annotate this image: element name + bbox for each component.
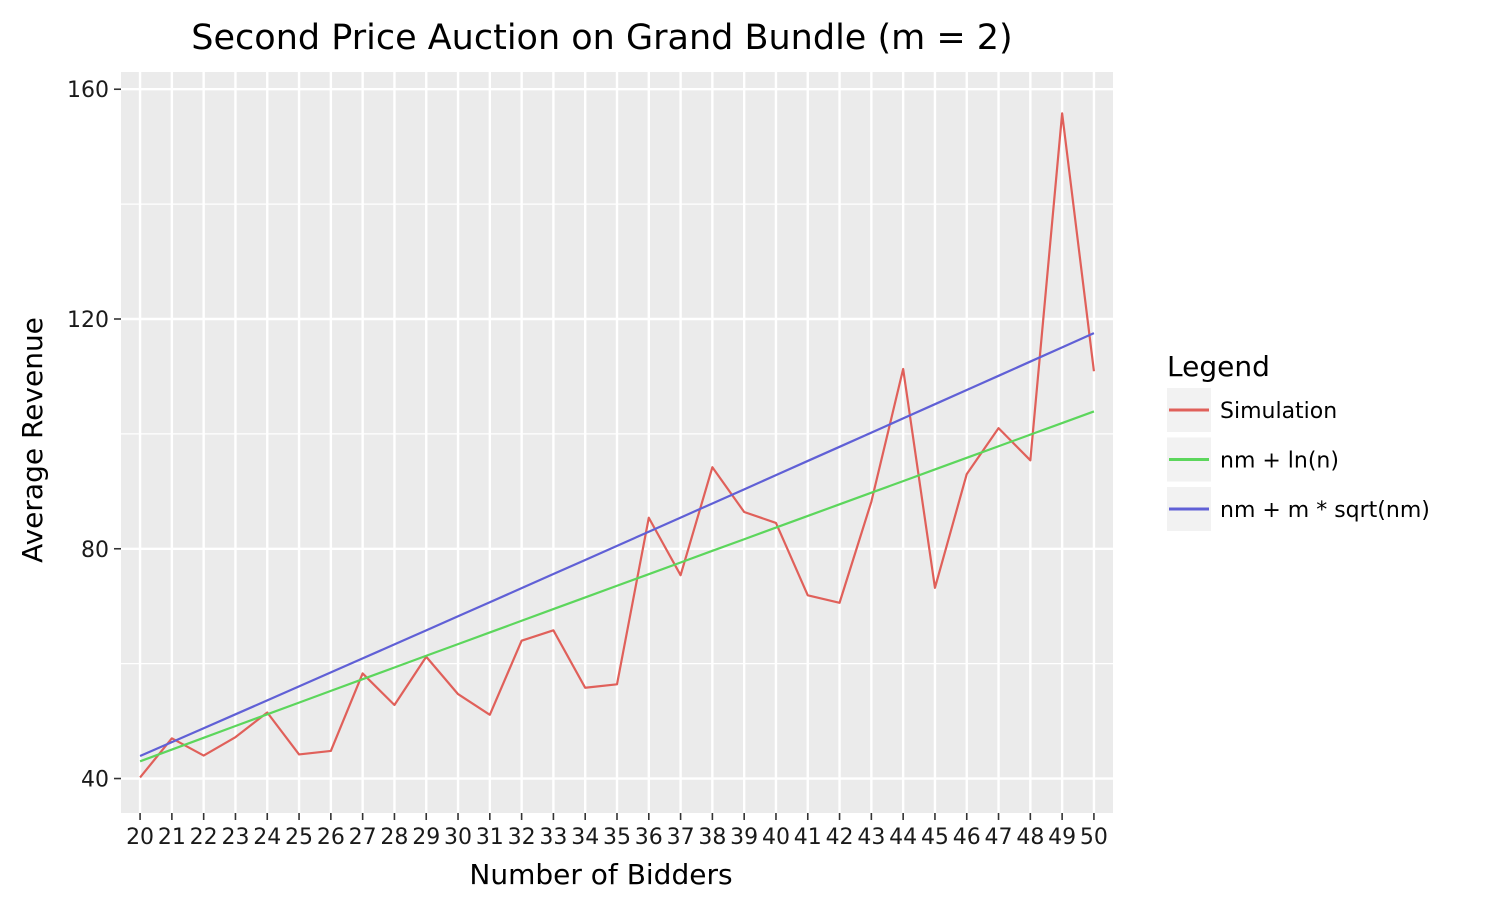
x-tick-label: 22 (190, 825, 218, 850)
series-line-1 (139, 410, 1095, 763)
x-tick-label: 50 (1080, 825, 1108, 850)
x-tick-label: 35 (603, 825, 631, 850)
legend-label: nm + m * sqrt(nm) (1220, 498, 1430, 523)
legend-label: nm + ln(n) (1220, 449, 1339, 474)
x-tick-label: 40 (762, 825, 790, 850)
x-tick-label: 28 (380, 825, 408, 850)
series-layer (139, 112, 1096, 779)
x-tick-label: 24 (253, 825, 281, 850)
y-tick-label: 40 (81, 768, 109, 793)
series-line-2 (139, 332, 1095, 758)
y-axis-title: Average Revenue (16, 317, 49, 563)
y-tick-label: 80 (81, 538, 109, 563)
grid-lines (121, 72, 1113, 813)
x-tick-label: 32 (508, 825, 536, 850)
x-tick-label: 34 (571, 825, 599, 850)
x-tick-label: 48 (1016, 825, 1044, 850)
x-axis: 20 21 22 23 24 25 26 27 28 29 30 31 32 33 34 35 36 37 38 39… (126, 813, 1108, 850)
x-tick-label: 45 (921, 825, 949, 850)
y-tick-label: 160 (67, 78, 109, 103)
x-tick-label: 38 (698, 825, 726, 850)
x-tick-label: 36 (635, 825, 663, 850)
x-tick-label: 44 (889, 825, 917, 850)
x-tick-label: 39 (730, 825, 758, 850)
x-tick-label: 41 (794, 825, 822, 850)
legend-label: Simulation (1220, 399, 1337, 424)
series-line-0 (139, 112, 1096, 779)
x-tick-label: 49 (1048, 825, 1076, 850)
x-tick-label: 33 (539, 825, 567, 850)
x-tick-label: 30 (444, 825, 472, 850)
x-tick-label: 43 (857, 825, 885, 850)
x-tick-label: 27 (349, 825, 377, 850)
legend: Legend Simulation nm + ln(n) nm + m * sqrt… (1167, 350, 1430, 531)
x-tick-label: 29 (412, 825, 440, 850)
x-tick-label: 42 (826, 825, 854, 850)
x-axis-title: Number of Bidders (469, 858, 732, 891)
x-tick-label: 25 (285, 825, 313, 850)
x-tick-label: 46 (953, 825, 981, 850)
x-tick-label: 21 (158, 825, 186, 850)
y-tick-label: 120 (67, 308, 109, 333)
y-axis: 40 80 120 160 (67, 78, 121, 793)
chart-title: Second Price Auction on Grand Bundle (m … (191, 18, 1012, 58)
x-tick-label: 20 (126, 825, 154, 850)
x-tick-label: 37 (667, 825, 695, 850)
x-tick-label: 31 (476, 825, 504, 850)
x-tick-label: 47 (985, 825, 1013, 850)
legend-title: Legend (1167, 350, 1270, 383)
x-tick-label: 23 (221, 825, 249, 850)
x-tick-label: 26 (317, 825, 345, 850)
